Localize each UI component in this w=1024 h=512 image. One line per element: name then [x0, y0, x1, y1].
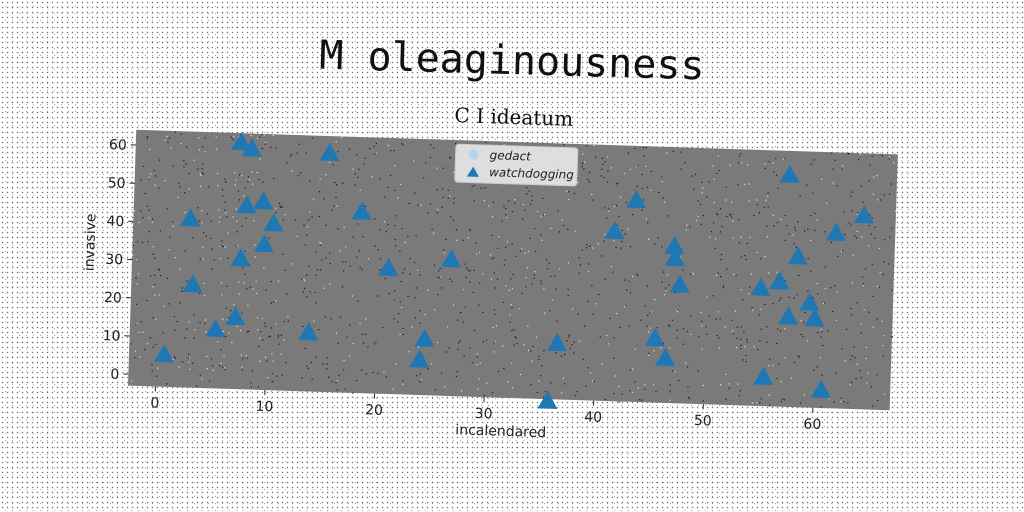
data-point — [319, 142, 340, 162]
data-point — [750, 277, 771, 296]
data-points — [153, 131, 874, 410]
legend-marker-watchdogging — [466, 166, 479, 177]
x-tick-label: 10 — [255, 399, 273, 416]
legend-marker-gedact — [468, 149, 479, 160]
x-tick-label: 30 — [474, 406, 492, 423]
x-tick-label: 40 — [584, 409, 602, 426]
data-point — [153, 344, 174, 363]
data-point — [779, 164, 800, 183]
data-point — [225, 306, 246, 326]
data-point — [537, 390, 558, 410]
x-tick-label: 0 — [150, 395, 159, 411]
data-point — [787, 246, 808, 265]
data-point — [378, 257, 399, 277]
data-point — [778, 306, 799, 325]
data-point — [655, 347, 676, 367]
x-axis: 0 10 20 30 40 50 60 — [150, 386, 822, 433]
data-point — [753, 366, 774, 386]
y-axis-label: invasive — [82, 213, 100, 271]
data-point — [180, 208, 201, 227]
legend-label-watchdogging: watchdogging — [489, 165, 575, 182]
data-point — [182, 274, 203, 293]
data-point — [664, 236, 685, 255]
data-point — [253, 234, 274, 253]
legend-label-gedact: gedact — [489, 148, 532, 163]
data-point — [799, 292, 820, 311]
data-point — [626, 189, 647, 209]
data-point — [853, 205, 874, 224]
data-point — [804, 308, 825, 327]
y-tick-label: 40 — [106, 214, 124, 231]
y-tick-label: 10 — [103, 328, 121, 345]
x-axis-label: incalendared — [455, 422, 546, 441]
data-point — [351, 201, 372, 220]
data-point — [241, 138, 262, 157]
x-tick-label: 50 — [694, 413, 712, 430]
data-point — [298, 322, 319, 341]
data-point — [441, 249, 462, 268]
plot-area — [128, 129, 898, 411]
y-tick-label: 30 — [105, 252, 123, 269]
data-point — [769, 271, 790, 290]
y-tick-label: 50 — [107, 175, 125, 192]
chart-subtitle: C I ideatum — [454, 103, 574, 131]
y-tick-label: 20 — [104, 290, 122, 307]
y-axis: 0 10 20 30 40 50 60 — [103, 137, 136, 383]
data-point — [205, 318, 226, 338]
data-point — [604, 220, 625, 240]
data-point — [644, 328, 665, 347]
x-tick-label: 60 — [803, 416, 821, 433]
data-point — [664, 248, 685, 267]
data-point — [409, 349, 430, 368]
data-point — [253, 191, 274, 210]
data-point — [810, 379, 831, 398]
data-point — [414, 328, 435, 347]
data-point — [263, 213, 284, 232]
data-point — [825, 222, 846, 241]
data-point — [230, 131, 251, 151]
data-point — [230, 248, 251, 267]
data-point — [669, 274, 690, 293]
data-point — [236, 195, 257, 214]
legend-box — [454, 143, 579, 187]
data-point — [546, 332, 567, 352]
y-tick-label: 0 — [110, 367, 119, 383]
legend: gedact watchdogging — [454, 143, 579, 187]
y-tick-label: 60 — [109, 137, 127, 154]
x-tick-label: 20 — [365, 402, 383, 419]
